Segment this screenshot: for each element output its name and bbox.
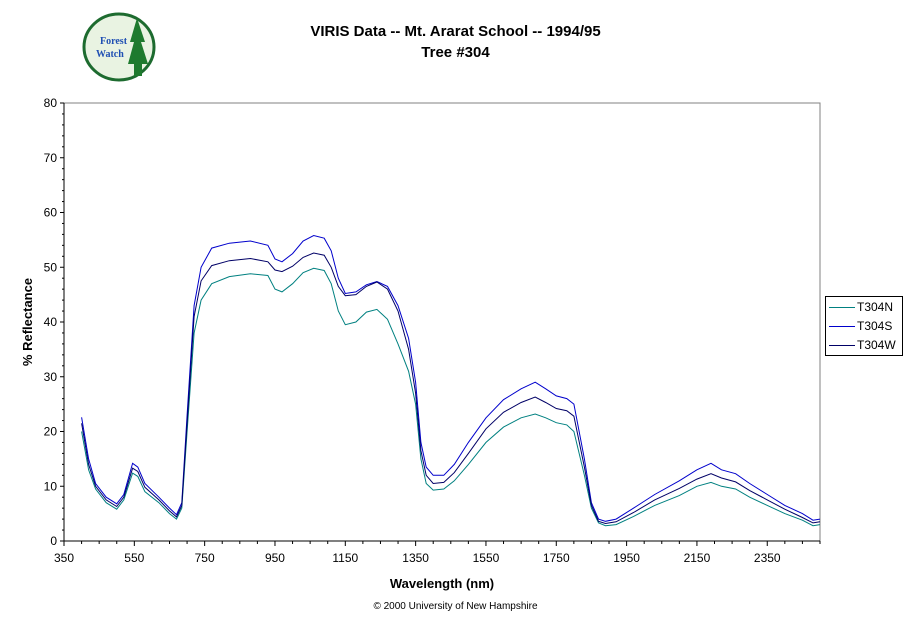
- legend-swatch: [829, 345, 855, 347]
- x-tick-label: 1950: [613, 551, 640, 565]
- legend-label: T304N: [857, 300, 894, 314]
- forest-watch-logo: Forest Watch: [82, 12, 156, 82]
- x-tick-label: 1150: [332, 551, 358, 565]
- x-tick-label: 1350: [402, 551, 429, 565]
- legend-label: T304W: [857, 338, 896, 352]
- y-tick-label: 10: [44, 479, 58, 493]
- legend: T304N T304S T304W: [825, 296, 903, 356]
- legend-item-t304s: T304S: [829, 317, 892, 335]
- y-tick-label: 0: [50, 534, 57, 548]
- logo-text-watch: Watch: [96, 49, 124, 60]
- legend-swatch: [829, 307, 855, 309]
- tree-icon: [128, 18, 148, 76]
- y-tick-label: 70: [44, 151, 58, 165]
- logo-text-forest: Forest: [100, 36, 128, 47]
- y-tick-label: 80: [44, 96, 58, 110]
- x-tick-label: 2350: [754, 551, 781, 565]
- legend-label: T304S: [857, 319, 893, 333]
- x-axis-title: Wavelength (nm): [390, 576, 494, 591]
- x-tick-label: 2150: [684, 551, 711, 565]
- x-tick-label: 550: [124, 551, 144, 565]
- y-tick-label: 30: [44, 370, 58, 384]
- y-tick-label: 50: [44, 260, 58, 274]
- y-tick-label: 40: [44, 315, 58, 329]
- series-line-t304n: [81, 267, 821, 527]
- chart-title: VIRIS Data -- Mt. Ararat School -- 1994/…: [310, 23, 601, 40]
- y-axis-title: % Reflectance: [20, 278, 35, 366]
- x-tick-label: 1750: [543, 551, 570, 565]
- series-line-t304w: [81, 252, 821, 525]
- chart-subtitle: Tree #304: [421, 44, 490, 61]
- copyright-notice: © 2000 University of New Hampshire: [373, 601, 538, 612]
- x-tick-label: 350: [54, 551, 74, 565]
- y-tick-label: 60: [44, 206, 58, 220]
- series-line-t304s: [81, 234, 821, 522]
- x-tick-label: 750: [195, 551, 215, 565]
- x-tick-label: 950: [265, 551, 285, 565]
- legend-item-t304w: T304W: [829, 336, 896, 354]
- axes: 0 10 20 30 40 50 60 70 80 350 550 750 950 1150 1350 155…: [44, 96, 821, 565]
- y-tick-label: 20: [44, 425, 58, 439]
- series-layer: [81, 234, 821, 527]
- x-tick-label: 1550: [473, 551, 500, 565]
- legend-item-t304n: T304N: [829, 298, 893, 316]
- legend-swatch: [829, 326, 855, 328]
